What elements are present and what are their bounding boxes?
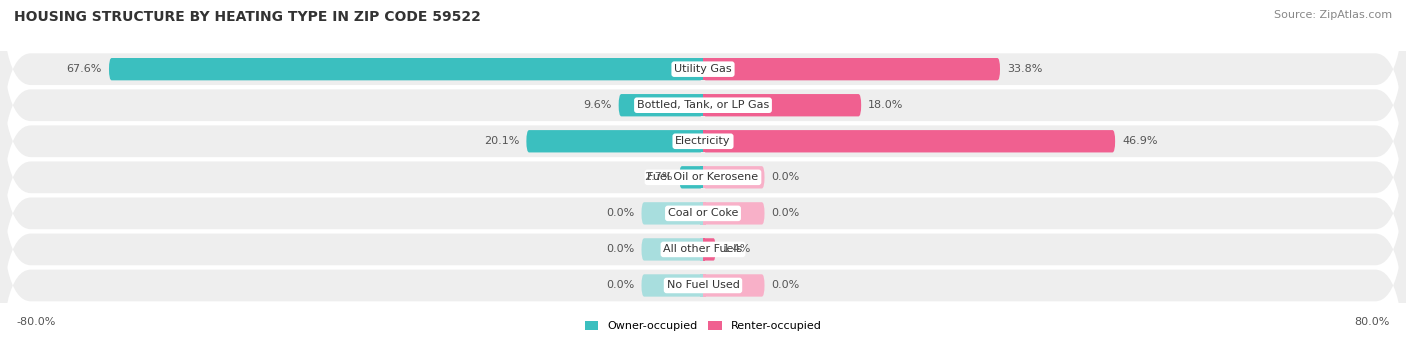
Text: -80.0%: -80.0% bbox=[17, 317, 56, 327]
Text: Bottled, Tank, or LP Gas: Bottled, Tank, or LP Gas bbox=[637, 100, 769, 110]
Text: 0.0%: 0.0% bbox=[606, 244, 634, 254]
Text: 9.6%: 9.6% bbox=[583, 100, 612, 110]
Text: 1.4%: 1.4% bbox=[723, 244, 751, 254]
Bar bbox=[703, 130, 706, 152]
FancyBboxPatch shape bbox=[703, 94, 860, 116]
FancyBboxPatch shape bbox=[641, 202, 703, 224]
FancyBboxPatch shape bbox=[703, 130, 1115, 152]
Text: 0.0%: 0.0% bbox=[606, 208, 634, 218]
Bar bbox=[703, 58, 706, 80]
Bar bbox=[703, 94, 706, 116]
Text: 0.0%: 0.0% bbox=[606, 280, 634, 291]
FancyBboxPatch shape bbox=[0, 0, 1406, 179]
FancyBboxPatch shape bbox=[703, 238, 716, 261]
Text: No Fuel Used: No Fuel Used bbox=[666, 280, 740, 291]
Text: 0.0%: 0.0% bbox=[772, 280, 800, 291]
Text: 46.9%: 46.9% bbox=[1122, 136, 1157, 146]
Text: 0.0%: 0.0% bbox=[772, 172, 800, 182]
FancyBboxPatch shape bbox=[641, 238, 703, 261]
Bar bbox=[700, 166, 703, 189]
Text: 20.1%: 20.1% bbox=[484, 136, 519, 146]
FancyBboxPatch shape bbox=[619, 94, 703, 116]
Text: Fuel Oil or Kerosene: Fuel Oil or Kerosene bbox=[647, 172, 759, 182]
FancyBboxPatch shape bbox=[679, 166, 703, 189]
Legend: Owner-occupied, Renter-occupied: Owner-occupied, Renter-occupied bbox=[581, 316, 825, 336]
Bar bbox=[703, 238, 704, 261]
Bar bbox=[700, 202, 703, 224]
FancyBboxPatch shape bbox=[703, 166, 765, 189]
FancyBboxPatch shape bbox=[703, 202, 765, 224]
Bar bbox=[703, 274, 706, 297]
Text: Source: ZipAtlas.com: Source: ZipAtlas.com bbox=[1274, 10, 1392, 20]
FancyBboxPatch shape bbox=[0, 175, 1406, 341]
FancyBboxPatch shape bbox=[526, 130, 703, 152]
FancyBboxPatch shape bbox=[0, 139, 1406, 341]
FancyBboxPatch shape bbox=[0, 0, 1406, 216]
Text: All other Fuels: All other Fuels bbox=[664, 244, 742, 254]
Text: 80.0%: 80.0% bbox=[1354, 317, 1389, 327]
Text: 67.6%: 67.6% bbox=[66, 64, 103, 74]
Text: 18.0%: 18.0% bbox=[869, 100, 904, 110]
Bar bbox=[700, 274, 703, 297]
FancyBboxPatch shape bbox=[0, 103, 1406, 324]
Text: 33.8%: 33.8% bbox=[1007, 64, 1042, 74]
FancyBboxPatch shape bbox=[110, 58, 703, 80]
Bar bbox=[700, 130, 703, 152]
FancyBboxPatch shape bbox=[0, 31, 1406, 252]
Text: Electricity: Electricity bbox=[675, 136, 731, 146]
Bar bbox=[700, 58, 703, 80]
Text: 0.0%: 0.0% bbox=[772, 208, 800, 218]
Bar bbox=[700, 94, 703, 116]
Text: Coal or Coke: Coal or Coke bbox=[668, 208, 738, 218]
FancyBboxPatch shape bbox=[703, 274, 765, 297]
FancyBboxPatch shape bbox=[0, 67, 1406, 287]
FancyBboxPatch shape bbox=[703, 58, 1000, 80]
Text: Utility Gas: Utility Gas bbox=[675, 64, 731, 74]
Bar bbox=[703, 202, 706, 224]
Bar bbox=[703, 166, 706, 189]
Text: 2.7%: 2.7% bbox=[644, 172, 672, 182]
FancyBboxPatch shape bbox=[641, 274, 703, 297]
Bar bbox=[700, 238, 703, 261]
Text: HOUSING STRUCTURE BY HEATING TYPE IN ZIP CODE 59522: HOUSING STRUCTURE BY HEATING TYPE IN ZIP… bbox=[14, 10, 481, 24]
